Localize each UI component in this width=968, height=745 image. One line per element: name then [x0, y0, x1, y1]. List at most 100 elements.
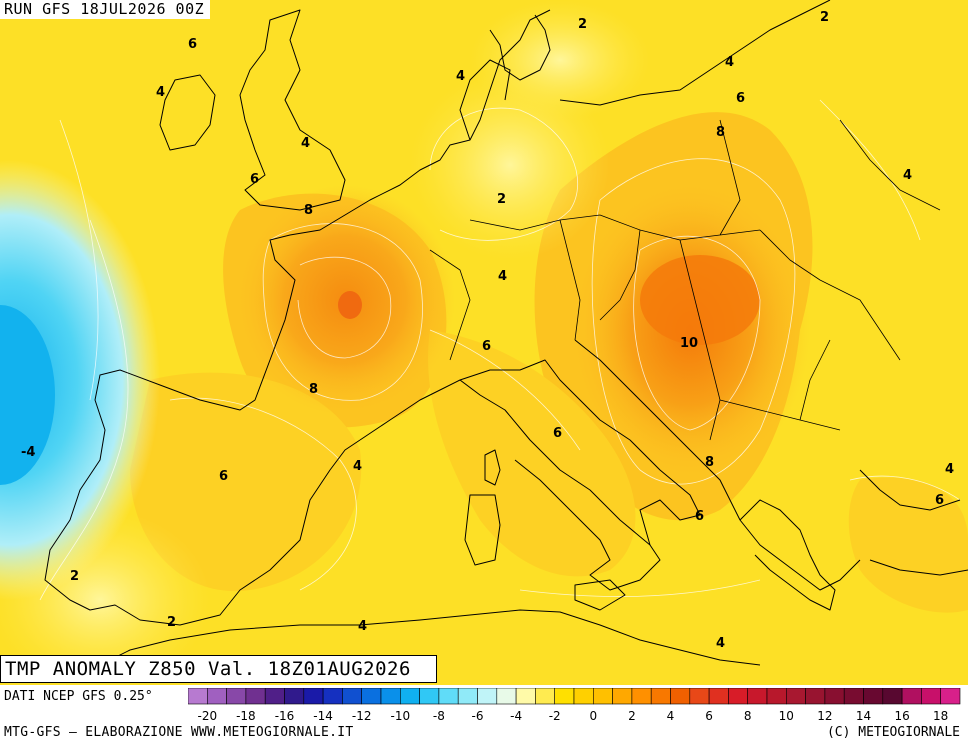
- legend-swatch: [361, 688, 382, 705]
- legend-swatches: [188, 688, 961, 705]
- isotherm-lines: [39, 99, 961, 601]
- temperature-anomaly-map: 6 4 4 6 8 2 4 2 4 6 8 2 4 6 10 8 -4 6 4 …: [0, 0, 968, 685]
- legend-swatch: [805, 688, 826, 705]
- contour-label: 2: [497, 192, 506, 207]
- contour-label: 6: [736, 91, 745, 106]
- legend-swatch: [496, 688, 517, 705]
- legend-swatch: [284, 688, 305, 705]
- legend-tick-label: 2: [628, 709, 636, 723]
- legend-tick-label: 4: [667, 709, 675, 723]
- legend-swatch: [612, 688, 633, 705]
- warm-zone-italy: [428, 330, 636, 577]
- legend-swatch: [843, 688, 864, 705]
- warm-zone-iberia: [130, 372, 362, 592]
- contour-label: 4: [945, 462, 954, 477]
- legend-swatch: [206, 688, 227, 705]
- baltic-coast: [559, 0, 831, 106]
- contour-label: 4: [353, 459, 362, 474]
- contour-label: -4: [21, 445, 35, 460]
- legend-swatch: [940, 688, 961, 705]
- legend-tick-label: -12: [352, 709, 372, 723]
- contour-label: 6: [482, 339, 491, 354]
- contour-label: 8: [309, 382, 318, 397]
- legend-swatch: [824, 688, 845, 705]
- legend-swatch: [535, 688, 555, 705]
- contour-label: 10: [680, 336, 698, 351]
- legend-swatch: [882, 688, 903, 705]
- italy-coast: [459, 359, 701, 546]
- contour-label: 6: [695, 509, 704, 524]
- contour-label: 4: [456, 69, 465, 84]
- legend-tick-labels: -20 -18 -16 -14 -12 -10 -8 -6 -4 -2 0 2 4 6 8 10 12 14 16 1…: [197, 709, 948, 723]
- legend-swatch: [863, 688, 884, 705]
- legend-swatch: [901, 688, 922, 705]
- pale-zone-north: [470, 0, 650, 120]
- contour-label: 2: [70, 569, 79, 584]
- contour-label: 4: [156, 85, 165, 100]
- run-label: RUN GFS 18JUL2026 00Z: [0, 0, 211, 19]
- contour-label: 6: [188, 37, 197, 52]
- western-europe-coast: [44, 9, 551, 626]
- hot-core-hungary: [640, 255, 760, 345]
- cold-center: [0, 305, 55, 485]
- sicily-coast: [574, 579, 626, 611]
- greece-coast: [739, 499, 836, 611]
- legend-swatch: [188, 688, 208, 705]
- mediterranean-north-coast: [359, 379, 661, 591]
- north-africa-coast: [99, 609, 761, 666]
- ireland-coast: [159, 74, 216, 151]
- corsica-coast: [484, 449, 501, 486]
- color-scale-legend: -20 -18 -16 -14 -12 -10 -8 -6 -4 -2 0 2 4 6 8 10 12 14 16 1…: [188, 688, 961, 723]
- footer-credit: MTG-GFS — ELABORAZIONE WWW.METEOGIORNALE…: [4, 725, 354, 740]
- legend-swatch: [322, 688, 343, 705]
- legend-swatch: [380, 688, 401, 705]
- legend-swatch: [264, 688, 285, 705]
- legend-swatch: [477, 688, 498, 705]
- legend-tick-label: 8: [744, 709, 752, 723]
- legend-swatch: [573, 688, 594, 705]
- legend-swatch: [747, 688, 768, 705]
- contour-label: 4: [498, 269, 507, 284]
- legend-tick-label: -18: [236, 709, 256, 723]
- contour-label: 6: [553, 426, 562, 441]
- legend-swatch: [921, 688, 942, 705]
- legend-swatch: [457, 688, 478, 705]
- legend-tick-label: -14: [313, 709, 333, 723]
- footer-copyright: (C) METEOGIORNALE: [826, 725, 960, 740]
- legend-tick-label: -2: [549, 709, 561, 723]
- legend-tick-label: 10: [779, 709, 794, 723]
- legend-tick-label: -20: [197, 709, 217, 723]
- contour-label: 2: [167, 615, 176, 630]
- legend-tick-label: 18: [933, 709, 948, 723]
- coastlines-and-borders: [44, 0, 968, 666]
- legend-swatch: [554, 688, 575, 705]
- legend-swatch: [650, 688, 671, 705]
- map-title: TMP ANOMALY Z850 Val. 18Z01AUG2026: [0, 655, 437, 683]
- legend-swatch: [419, 688, 440, 705]
- legend-tick-label: -16: [275, 709, 295, 723]
- denmark-coast: [489, 14, 551, 81]
- contour-label: 6: [250, 172, 259, 187]
- contour-label-layer: 6 4 4 6 8 2 4 2 4 6 8 2 4 6 10 8 -4 6 4 …: [21, 10, 954, 651]
- contour-label: 4: [358, 619, 367, 634]
- contour-label: 4: [716, 636, 725, 651]
- turkey-coast: [859, 469, 968, 576]
- contour-label: 2: [820, 10, 829, 25]
- internal-borders: [429, 119, 941, 441]
- contour-label: 8: [304, 203, 313, 218]
- legend-tick-label: -6: [472, 709, 484, 723]
- legend-swatch: [438, 688, 459, 705]
- legend-swatch: [592, 688, 613, 705]
- legend-swatch: [728, 688, 749, 705]
- legend-tick-label: -4: [510, 709, 522, 723]
- legend-tick-label: -8: [433, 709, 445, 723]
- legend-swatch: [342, 688, 362, 705]
- legend-swatch: [226, 688, 247, 705]
- legend-swatch: [670, 688, 691, 705]
- contour-label: 4: [725, 55, 734, 70]
- contour-label: 4: [903, 168, 912, 183]
- legend-tick-label: -10: [390, 709, 410, 723]
- great-britain-coast: [239, 9, 346, 211]
- legend-swatch: [303, 688, 324, 705]
- legend-swatch: [245, 688, 266, 705]
